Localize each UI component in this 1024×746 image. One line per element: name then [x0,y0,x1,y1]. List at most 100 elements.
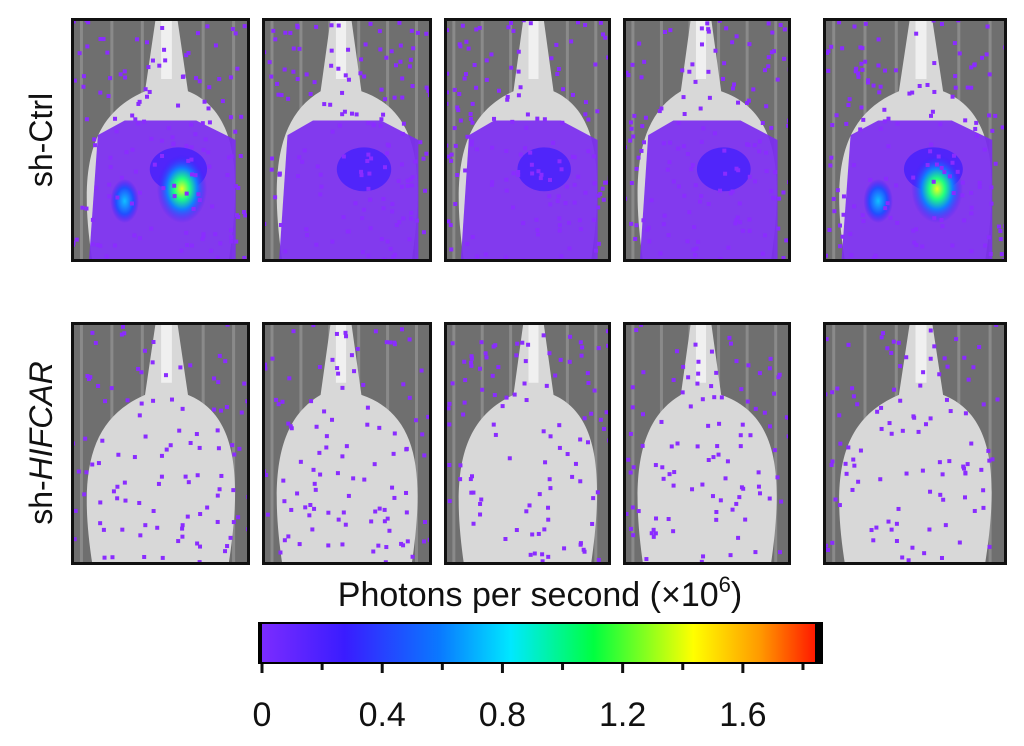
signal-pixel [330,239,335,244]
signal-pixel [658,251,663,256]
signal-pixel [714,510,719,515]
signal-pixel [74,237,79,242]
signal-pixel [695,381,700,386]
signal-pixel [595,109,600,114]
signal-pixel [120,324,125,329]
signal-pixel [576,20,581,25]
signal-pixel [682,193,687,198]
signal-pixel [344,444,349,449]
signal-pixel [556,194,561,199]
signal-pixel [528,21,533,26]
signal-pixel [921,370,926,375]
signal-pixel [186,51,191,56]
signal-pixel [340,112,345,117]
signal-pixel [176,103,181,108]
signal-pixel [624,511,629,516]
signal-pixel [579,353,584,358]
signal-pixel [172,183,177,188]
signal-pixel [844,121,849,126]
signal-pixel [950,160,955,165]
signal-pixel [934,162,939,167]
photo-panel [71,18,250,262]
signal-pixel [228,535,233,540]
signal-pixel [156,481,161,486]
signal-pixel [762,410,767,415]
signal-pixel [509,20,514,25]
signal-pixel [698,199,703,204]
signal-pixel [289,426,294,431]
signal-pixel [547,477,552,482]
signal-pixel [123,75,128,80]
signal-pixel [280,399,285,404]
signal-pixel [462,359,467,364]
signal-pixel [764,104,769,109]
signal-pixel [1006,260,1007,262]
signal-pixel [888,215,893,220]
signal-pixel [854,66,859,71]
signal-pixel [707,95,712,100]
signal-pixel [193,173,198,178]
signal-pixel [628,470,633,475]
signal-pixel [379,117,384,122]
signal-pixel [295,491,300,496]
signal-pixel [536,169,541,174]
signal-pixel [675,441,680,446]
signal-spot [696,147,751,192]
signal-pixel [944,397,949,402]
signal-pixel [367,171,372,176]
row-label-prefix: sh- [23,480,59,524]
signal-pixel [85,374,90,379]
signal-pixel [825,50,830,55]
signal-pixel [138,533,143,538]
signal-pixel [136,121,141,126]
signal-pixel [535,116,540,121]
colorbar-exponent: 6 [719,572,731,597]
signal-pixel [693,183,698,188]
signal-pixel [886,116,891,121]
signal-pixel [748,433,753,438]
signal-pixel [180,534,185,539]
signal-pixel [400,95,405,100]
signal-pixel [981,488,986,493]
signal-pixel [598,20,603,25]
signal-pixel [680,68,685,73]
signal-pixel [490,145,495,150]
signal-pixel [981,505,986,510]
panel-border [444,18,611,262]
signal-pixel [592,181,597,186]
signal-pixel [98,90,103,95]
signal-pixel [449,247,454,252]
panel-border [623,18,791,262]
signal-pixel [503,537,508,542]
colorbar-tick-label: 1.6 [719,696,766,734]
signal-pixel [474,147,479,152]
signal-pixel [86,20,91,25]
signal-pixel [983,243,988,248]
signal-pixel [696,239,701,244]
signal-pixel [142,554,147,559]
signal-pixel [728,191,733,196]
signal-pixel [115,195,120,200]
signal-pixel [726,245,731,250]
signal-pixel [344,334,349,339]
signal-pixel [391,451,396,456]
signal-pixel [582,416,587,421]
signal-pixel [340,90,345,95]
signal-pixel [636,155,641,160]
signal-pixel [912,415,917,420]
signal-pixel [85,44,90,49]
signal-pixel [738,220,743,225]
signal-pixel [462,400,467,405]
signal-pixel [858,448,863,453]
signal-pixel [605,329,610,334]
signal-pixel [365,405,370,410]
signal-pixel [209,248,214,253]
signal-pixel [746,98,751,103]
signal-pixel [570,92,575,97]
signal-pixel [93,340,98,345]
signal-pixel [191,206,196,211]
signal-pixel [930,109,935,114]
signal-pixel [630,62,635,67]
signal-pixel [776,375,781,380]
signal-pixel [604,180,609,185]
